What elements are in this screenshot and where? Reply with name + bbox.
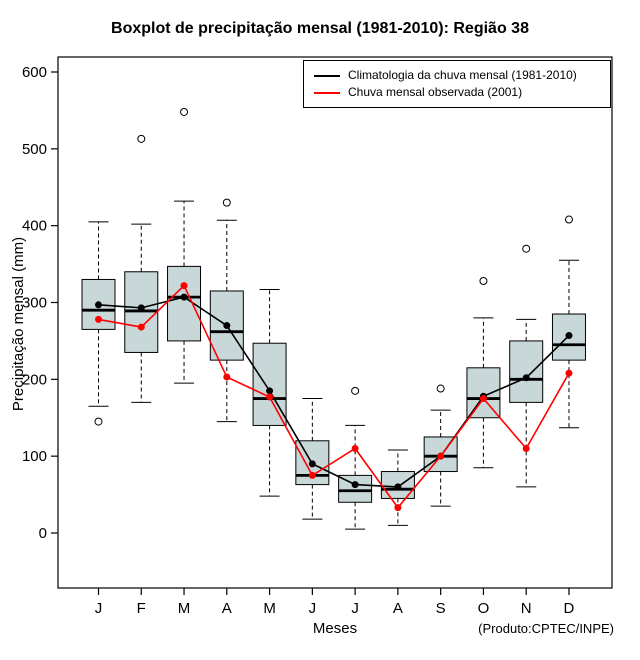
boxplot-month-6: [295, 398, 330, 520]
observed-point: [180, 282, 188, 290]
outlier-point: [222, 198, 231, 207]
climatology-point: [351, 481, 359, 489]
legend: Climatologia da chuva mensal (1981-2010)…: [303, 60, 611, 108]
climatology-point: [308, 460, 316, 468]
y-tick-label: 400: [22, 218, 47, 235]
boxplot-month-10: [466, 276, 501, 469]
outlier-point: [479, 276, 488, 285]
boxplot-month-1: [81, 221, 116, 426]
observed-point: [223, 373, 231, 381]
legend-item-climatology: Climatologia da chuva mensal (1981-2010): [314, 67, 602, 84]
boxplot-month-9: [423, 384, 458, 507]
y-tick-label: 0: [39, 525, 47, 542]
outlier-point: [436, 384, 445, 393]
plot-frame: [57, 56, 613, 589]
x-tick-label: J: [95, 600, 103, 617]
iqr-box: [509, 340, 544, 403]
observed-point: [95, 315, 102, 323]
iqr-box: [551, 313, 586, 361]
x-tick-label: A: [222, 600, 232, 617]
boxplot-month-7: [338, 386, 373, 530]
observed-line-swatch: [314, 91, 340, 94]
legend-label-climatology: Climatologia da chuva mensal (1981-2010): [348, 68, 577, 82]
x-tick-label: O: [478, 600, 490, 617]
x-tick-label: M: [178, 600, 191, 617]
climatology-point: [180, 293, 188, 301]
y-axis: 0 100 200 300 400 500 600: [22, 64, 58, 542]
climatology-point: [522, 374, 530, 382]
x-tick-label: N: [521, 600, 532, 617]
boxplot-month-12: [551, 215, 586, 429]
observed-point: [394, 504, 402, 512]
iqr-box: [252, 342, 287, 426]
x-axis-title: Meses: [312, 620, 358, 637]
observed-point: [308, 471, 316, 479]
outlier-point: [137, 134, 146, 143]
observed-point: [351, 444, 359, 452]
outlier-point: [564, 215, 573, 224]
outlier-point: [180, 107, 189, 116]
climatology-point: [266, 387, 274, 395]
boxplot-month-2: [124, 134, 159, 403]
y-tick-label: 300: [22, 295, 47, 312]
climatology-point: [394, 483, 402, 491]
x-tick-label: J: [309, 600, 317, 617]
observed-point: [479, 395, 487, 403]
x-tick-label: F: [137, 600, 146, 617]
legend-label-observed: Chuva mensal observada (2001): [348, 85, 523, 99]
climatology-point: [565, 332, 573, 340]
iqr-box: [209, 290, 244, 361]
climatology-point: [223, 322, 231, 330]
outlier-point: [522, 244, 531, 253]
boxplot-month-11: [509, 244, 544, 488]
y-tick-label: 600: [22, 64, 47, 81]
observed-point: [266, 393, 274, 401]
x-tick-label: J: [351, 600, 359, 617]
outlier-point: [94, 417, 103, 426]
y-tick-label: 100: [22, 448, 47, 465]
observed-point: [437, 452, 445, 460]
x-tick-label: S: [436, 600, 446, 617]
observed-line: [98, 284, 570, 509]
boxplot-month-4: [209, 198, 244, 423]
observed-point: [137, 323, 145, 331]
climatology-point: [95, 301, 102, 309]
x-tick-label: D: [564, 600, 575, 617]
climatology-point: [137, 304, 145, 312]
legend-item-observed: Chuva mensal observada (2001): [314, 84, 602, 101]
iqr-box: [167, 265, 202, 342]
chart-title: Boxplot de precipitação mensal (1981-201…: [111, 20, 529, 37]
boxplot-month-3: [167, 107, 202, 384]
climatology-line-swatch: [314, 74, 340, 77]
credit-text: (Produto:CPTEC/INPE): [478, 621, 614, 636]
x-tick-label: A: [393, 600, 403, 617]
x-tick-label: M: [263, 600, 276, 617]
observed-point: [565, 369, 573, 377]
climatology-line: [98, 296, 570, 488]
y-tick-label: 500: [22, 141, 47, 158]
outlier-point: [351, 386, 360, 395]
y-tick-label: 200: [22, 371, 47, 388]
observed-point: [522, 444, 530, 452]
